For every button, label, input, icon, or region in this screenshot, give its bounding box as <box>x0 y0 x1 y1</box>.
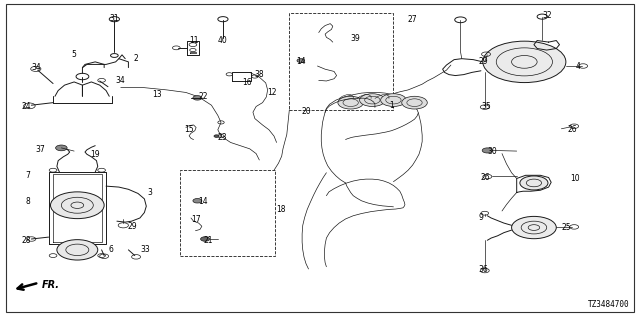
Text: 33: 33 <box>140 245 150 254</box>
Circle shape <box>193 198 202 203</box>
Text: 13: 13 <box>153 90 163 99</box>
Text: 20: 20 <box>301 107 311 116</box>
Text: 15: 15 <box>184 125 194 134</box>
Text: 34: 34 <box>31 63 41 72</box>
Text: 38: 38 <box>255 70 264 79</box>
Text: 37: 37 <box>35 145 45 154</box>
Text: 6: 6 <box>108 245 113 254</box>
Text: 22: 22 <box>198 92 208 101</box>
Text: 17: 17 <box>191 215 200 224</box>
Circle shape <box>511 216 556 239</box>
Circle shape <box>51 192 104 219</box>
Text: 26: 26 <box>481 173 490 182</box>
Circle shape <box>381 94 406 107</box>
Text: 19: 19 <box>90 150 100 159</box>
Text: 27: 27 <box>408 15 417 24</box>
Circle shape <box>338 96 364 109</box>
Text: 14: 14 <box>296 57 305 66</box>
Text: 16: 16 <box>242 78 252 87</box>
Circle shape <box>520 176 548 190</box>
Circle shape <box>402 96 428 109</box>
Circle shape <box>214 135 219 137</box>
Text: 30: 30 <box>487 147 497 156</box>
Text: 4: 4 <box>575 62 580 71</box>
Text: 23: 23 <box>218 132 227 141</box>
Text: 32: 32 <box>542 12 552 20</box>
Circle shape <box>200 237 209 241</box>
Text: 21: 21 <box>204 236 213 245</box>
Circle shape <box>483 41 566 83</box>
Bar <box>179 170 275 256</box>
Text: 11: 11 <box>189 36 198 45</box>
Text: 10: 10 <box>570 174 580 183</box>
Bar <box>289 13 393 110</box>
Text: 2: 2 <box>134 53 138 62</box>
Text: 28: 28 <box>22 236 31 245</box>
Text: 18: 18 <box>276 205 286 214</box>
Text: 39: 39 <box>351 35 360 44</box>
Text: 1: 1 <box>389 101 394 110</box>
Text: 35: 35 <box>481 102 491 111</box>
Text: 29: 29 <box>127 222 137 231</box>
Text: 36: 36 <box>478 265 488 275</box>
Text: 8: 8 <box>25 197 30 206</box>
Text: 29: 29 <box>478 57 488 66</box>
Text: 9: 9 <box>478 213 483 222</box>
Text: 26: 26 <box>568 125 577 134</box>
Circle shape <box>482 148 492 153</box>
Text: 5: 5 <box>72 50 77 59</box>
Text: 40: 40 <box>218 36 228 45</box>
Text: TZ3484700: TZ3484700 <box>588 300 630 309</box>
Circle shape <box>193 96 202 100</box>
Circle shape <box>57 240 98 260</box>
Text: 12: 12 <box>268 88 277 97</box>
Text: 31: 31 <box>109 14 119 23</box>
Text: 14: 14 <box>198 197 208 206</box>
Text: 7: 7 <box>25 172 30 180</box>
Text: FR.: FR. <box>42 280 60 290</box>
Circle shape <box>360 94 385 107</box>
Text: 24: 24 <box>21 102 31 111</box>
Circle shape <box>297 59 305 62</box>
Text: 25: 25 <box>561 223 571 232</box>
Text: 34: 34 <box>116 76 125 85</box>
Circle shape <box>56 145 67 151</box>
Text: 3: 3 <box>148 188 152 197</box>
